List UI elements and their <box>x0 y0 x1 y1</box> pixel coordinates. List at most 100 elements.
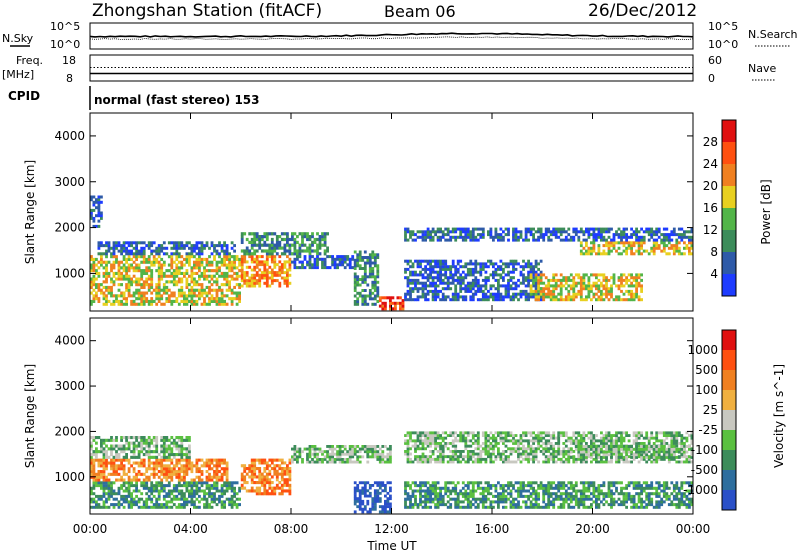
data-cell <box>683 235 686 239</box>
data-cell <box>97 274 101 278</box>
data-cell <box>107 478 111 482</box>
data-cell <box>326 249 329 253</box>
data-cell <box>632 295 636 299</box>
data-cell <box>288 246 292 250</box>
data-cell <box>414 457 417 461</box>
data-cell <box>635 281 638 285</box>
data-cell <box>461 235 465 239</box>
data-cell <box>572 494 576 498</box>
data-cell <box>145 481 149 485</box>
data-cell <box>167 299 171 303</box>
data-cell <box>502 270 505 274</box>
data-cell <box>165 246 169 250</box>
data-cell <box>162 260 166 264</box>
data-cell <box>351 266 355 270</box>
data-cell <box>524 484 528 488</box>
data-cell <box>145 500 149 504</box>
data-cell <box>622 494 626 498</box>
data-cell <box>632 503 636 507</box>
data-cell <box>303 235 307 239</box>
data-cell <box>389 460 392 464</box>
data-cell <box>275 458 279 462</box>
data-cell <box>132 441 136 445</box>
data-cell <box>255 263 259 267</box>
data-cell <box>150 302 154 306</box>
data-cell <box>454 489 458 493</box>
data-cell <box>102 297 106 301</box>
data-cell <box>630 235 633 239</box>
data-cell <box>298 447 302 451</box>
data-cell <box>97 464 101 468</box>
data-cell <box>258 240 262 244</box>
data-cell <box>404 238 407 242</box>
data-cell <box>353 286 357 290</box>
data-cell <box>140 481 144 485</box>
data-cell <box>504 494 508 498</box>
data-cell <box>542 497 546 501</box>
data-cell <box>291 458 294 461</box>
data-cell <box>384 510 387 514</box>
data-cell <box>97 299 101 303</box>
data-cell <box>660 238 664 242</box>
data-cell <box>223 283 226 287</box>
data-cell <box>622 497 626 501</box>
data-cell <box>562 227 566 231</box>
data-cell <box>534 284 538 288</box>
data-cell <box>597 289 601 293</box>
data-cell <box>610 289 613 293</box>
data-cell <box>308 243 312 247</box>
data-cell <box>157 481 161 485</box>
data-cell <box>336 458 339 461</box>
data-cell <box>461 287 465 291</box>
data-cell <box>434 265 437 269</box>
data-cell <box>577 503 581 507</box>
data-cell <box>459 278 463 282</box>
colorbar-swatch <box>722 142 736 164</box>
data-cell <box>441 287 445 291</box>
data-cell <box>625 241 628 245</box>
data-cell <box>429 273 432 277</box>
data-cell <box>343 266 347 270</box>
data-cell <box>569 481 573 485</box>
data-cell <box>509 505 513 509</box>
data-cell <box>95 200 98 204</box>
data-cell <box>142 283 146 287</box>
data-cell <box>610 227 613 231</box>
data-cell <box>401 304 405 308</box>
data-cell <box>220 505 224 509</box>
data-cell <box>527 270 530 274</box>
data-cell <box>270 461 274 465</box>
data-cell <box>680 500 684 504</box>
data-cell <box>240 268 244 272</box>
data-cell <box>278 265 282 269</box>
data-cell <box>208 467 211 471</box>
data-cell <box>127 461 131 465</box>
data-cell <box>150 291 154 295</box>
data-cell <box>492 298 495 302</box>
data-cell <box>597 244 601 248</box>
data-cell <box>107 244 111 248</box>
data-cell <box>298 249 302 253</box>
data-cell <box>358 481 362 485</box>
data-cell <box>225 467 229 471</box>
data-cell <box>657 235 661 239</box>
data-cell <box>645 497 649 501</box>
data-cell <box>112 252 116 256</box>
data-cell <box>258 279 262 283</box>
data-cell <box>507 292 510 296</box>
data-cell <box>471 481 475 485</box>
data-cell <box>562 238 566 242</box>
data-cell <box>592 295 596 299</box>
data-cell <box>469 481 473 485</box>
data-cell <box>667 503 671 507</box>
data-cell <box>296 458 299 461</box>
data-cell <box>203 302 206 306</box>
data-cell <box>489 486 493 490</box>
data-cell <box>567 227 571 231</box>
data-cell <box>195 288 199 292</box>
data-cell <box>552 500 556 504</box>
data-cell <box>265 252 269 256</box>
freq-panel: Freq. [MHz] 18 8 60 0 Nave <box>2 54 776 85</box>
data-cell <box>386 452 390 456</box>
